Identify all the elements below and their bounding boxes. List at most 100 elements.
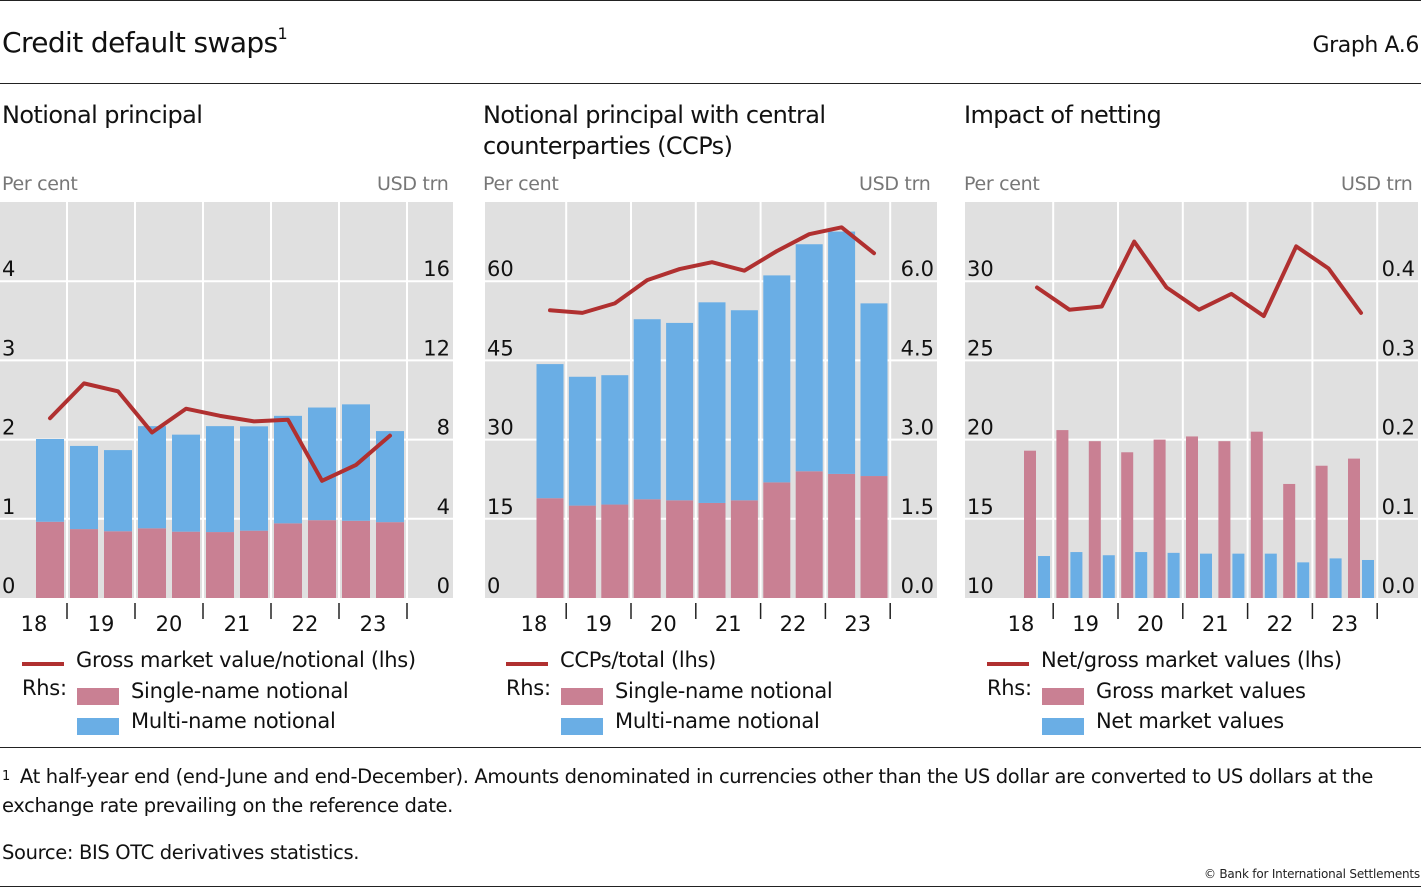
y-left-tick-label: 30 [967, 257, 994, 281]
x-tick-label: 18 [521, 612, 548, 636]
legend-gross-label: Gross market values [1096, 679, 1306, 703]
bar-multi-name-notional [70, 445, 98, 530]
bar-multi-name-notional [730, 310, 758, 501]
x-tick-label: 21 [224, 612, 251, 636]
bar-multi-name-notional [568, 376, 596, 506]
bar-multi-name-notional [633, 319, 661, 500]
bar-gross-market-values [1121, 452, 1134, 598]
top-rule [0, 0, 1421, 1]
panel-title-impact-of-netting: Impact of netting [964, 101, 1162, 129]
legend-line-label: CCPs/total (lhs) [560, 648, 717, 672]
bar-single-name-notional [376, 522, 404, 598]
x-tick-label: 23 [844, 612, 871, 636]
y-left-tick-label: 45 [487, 336, 514, 360]
footnote-rule [0, 747, 1421, 748]
bar-single-name-notional [763, 482, 791, 598]
legend-net-label: Net market values [1096, 709, 1284, 733]
bar-single-name-notional [274, 523, 302, 598]
y-right-tick-label: 1.5 [901, 495, 934, 519]
y-right-tick-label: 0 [437, 574, 450, 598]
y-left-tick-label: 4 [2, 257, 15, 281]
y-right-tick-label: 4 [437, 495, 450, 519]
y-right-tick-label: 4.5 [901, 336, 934, 360]
x-tick-label: 20 [650, 612, 677, 636]
bar-single-name-notional [633, 499, 661, 598]
legend-line-swatch [987, 662, 1029, 666]
bar-multi-name-notional [666, 322, 694, 501]
bar-single-name-notional [36, 521, 64, 598]
y-right-tick-label: 3.0 [901, 416, 934, 440]
bar-gross-market-values [1315, 465, 1328, 598]
x-tick-label: 23 [1331, 612, 1358, 636]
bar-multi-name-notional [36, 439, 64, 522]
source-note: Source: BIS OTC derivatives statistics. [2, 841, 360, 864]
bar-multi-name-notional [240, 426, 268, 531]
bar-multi-name-notional [601, 375, 629, 505]
bar-net-market-values [1264, 553, 1277, 598]
y-right-tick-label: 0.3 [1382, 336, 1415, 360]
bar-single-name-notional [795, 471, 823, 598]
bar-single-name-notional [308, 520, 336, 598]
graph-title: Credit default swaps1 [2, 24, 288, 59]
x-tick-label: 19 [585, 612, 612, 636]
bar-single-name-notional [568, 505, 596, 598]
legend-single-name-label: Single-name notional [615, 679, 833, 703]
bar-gross-market-values [1186, 436, 1198, 598]
bar-multi-name-notional [274, 415, 302, 524]
panel-title-ccp-notional: Notional principal with central counterp… [483, 101, 826, 160]
x-tick-label: 19 [88, 612, 115, 636]
bar-single-name-notional [240, 530, 268, 598]
x-tick-label: 22 [1267, 612, 1294, 636]
x-tick-label: 23 [360, 612, 387, 636]
legend-line-swatch [506, 662, 548, 666]
x-tick-label: 18 [21, 612, 48, 636]
bar-net-market-values [1070, 552, 1083, 598]
panel1-right-axis-unit: USD trn [377, 173, 449, 195]
x-tick-label: 18 [1008, 612, 1035, 636]
bar-single-name-notional [698, 502, 726, 598]
bar-multi-name-notional [206, 426, 234, 533]
legend-multi-name-swatch [561, 718, 603, 735]
bar-multi-name-notional [860, 303, 888, 477]
panel-title-notional-principal: Notional principal [2, 101, 203, 129]
legend-single-name-label: Single-name notional [131, 679, 349, 703]
bar-net-market-values [1135, 552, 1148, 598]
y-left-tick-label: 60 [487, 257, 514, 281]
y-right-tick-label: 8 [437, 416, 450, 440]
graph-title-text: Credit default swaps [2, 26, 278, 59]
bar-single-name-notional [104, 531, 132, 598]
bar-net-market-values [1038, 556, 1050, 598]
title-rule [0, 83, 1421, 84]
legend-multi-name-label: Multi-name notional [131, 709, 336, 733]
bar-single-name-notional [342, 520, 370, 598]
panel2-left-axis-unit: Per cent [483, 173, 559, 195]
legend-line-label: Gross market value/notional (lhs) [76, 648, 416, 672]
bar-multi-name-notional [763, 275, 791, 483]
legend-line-swatch [22, 662, 64, 666]
bar-gross-market-values [1153, 439, 1166, 598]
bar-single-name-notional [666, 500, 694, 598]
bar-single-name-notional [172, 531, 200, 598]
bar-gross-market-values [1024, 450, 1036, 598]
x-tick-label: 20 [156, 612, 183, 636]
y-right-tick-label: 6.0 [901, 257, 934, 281]
legend-rhs-prefix: Rhs: [22, 676, 67, 700]
y-right-tick-label: 0.0 [901, 574, 934, 598]
legend-net-swatch [1042, 718, 1084, 735]
bar-net-market-values [1329, 558, 1342, 598]
bar-single-name-notional [138, 528, 166, 598]
bar-gross-market-values [1348, 458, 1360, 598]
bar-net-market-values [1167, 552, 1180, 598]
y-right-tick-label: 12 [423, 336, 450, 360]
y-right-tick-label: 0.1 [1382, 495, 1415, 519]
legend-gross-swatch [1042, 688, 1084, 705]
y-left-tick-label: 0 [487, 574, 500, 598]
bar-gross-market-values [1056, 430, 1069, 598]
legend-line-label: Net/gross market values (lhs) [1041, 648, 1342, 672]
legend-multi-name-label: Multi-name notional [615, 709, 820, 733]
bar-multi-name-notional [828, 231, 856, 474]
footnote-text: At half-year end (end-June and end-Decem… [2, 765, 1374, 817]
panel2-right-axis-unit: USD trn [859, 173, 931, 195]
bottom-rule [0, 886, 1421, 887]
bar-gross-market-values [1283, 483, 1296, 598]
